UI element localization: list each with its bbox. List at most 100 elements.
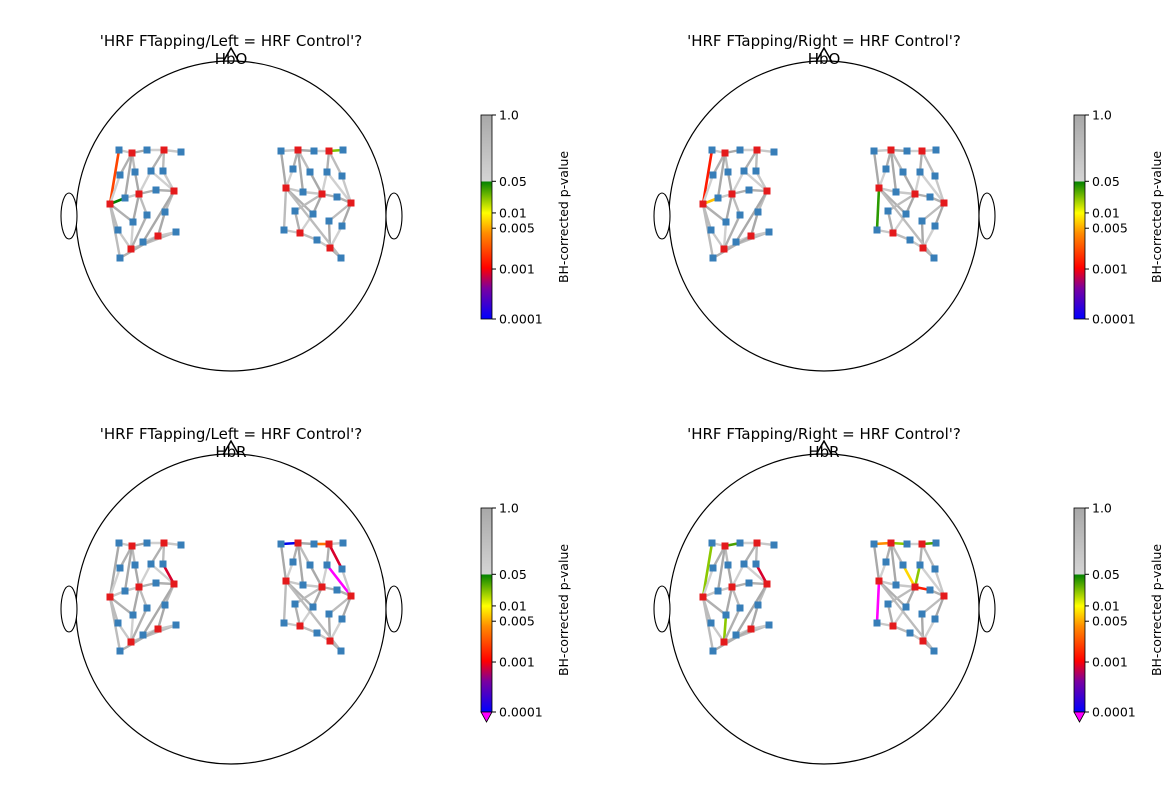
source-R-5 [347,592,355,600]
detector-L-15 [765,621,773,629]
detector-R-7 [338,565,346,573]
colorbar-tick-label: 0.0001 [1092,312,1136,327]
detector-L-6 [740,560,748,568]
detector-R-4 [289,558,297,566]
colorbar-tick-label: 0.01 [499,205,527,220]
source-R-4 [318,583,326,591]
source-L-6 [720,638,728,646]
channel-R-S5-D12 [921,595,945,615]
source-R-6 [889,229,897,237]
source-L-7 [154,232,162,240]
panel-title: 'HRF FTapping/Left = HRF Control'? [100,425,362,443]
detector-R-16 [337,254,345,262]
detector-R-16 [930,647,938,655]
channel-R-S2-D7 [920,543,937,570]
colorbar-tick-label: 0.0001 [1092,705,1136,720]
colorbar-tick-label: 0.001 [499,655,535,670]
detector-L-5 [131,168,139,176]
channel-L-S3-D1 [108,542,121,598]
detector-L-8 [714,194,722,202]
colorbar-tick-label: 1.0 [499,501,519,516]
channel-L-S3-D11 [109,203,134,223]
detector-R-11 [902,210,910,218]
detector-L-7 [159,560,167,568]
detector-R-13 [873,226,881,234]
colorbar-extend-min [480,711,493,723]
source-L-4 [135,583,143,591]
detector-L-11 [129,218,137,226]
detector-L-1 [115,146,123,154]
detector-R-14 [338,615,346,623]
detector-L-9 [152,579,160,587]
detector-L-16 [709,254,717,262]
detector-R-4 [289,165,297,173]
channel-L-S1-D8 [123,545,134,592]
detector-R-12 [918,217,926,225]
channel-L-S3-D4 [701,567,715,598]
channel-R-S4-D6 [320,171,329,195]
colorbar: 1.0 0.05 0.010.005 0.001 0.0001 BH-corrected … [480,108,571,327]
channel-L-S6-D10 [129,214,149,250]
detector-L-2 [143,539,151,547]
channel-R-S3-D13 [875,580,881,624]
source-R-2 [325,147,333,155]
channel-R-S4-D10 [294,585,323,606]
detector-L-1 [708,146,716,154]
source-R-2 [918,540,926,548]
detector-L-7 [159,167,167,175]
right-ear-icon [385,192,403,240]
colorbar-label: BH-corrected p-value [1149,544,1164,676]
channel-R-S1-D8 [889,149,898,193]
colorbar-tick-label: 0.005 [1092,221,1128,236]
channel-R-S4-D6 [913,564,922,588]
detector-L-3 [177,541,185,549]
detector-R-3 [932,146,940,154]
detector-R-15 [906,629,914,637]
channel-R-S2-D7 [920,150,937,177]
colorbar-tick-label: 0.01 [1092,205,1120,220]
detector-L-12 [754,208,762,216]
detector-L-7 [752,560,760,568]
detector-L-13 [707,619,715,627]
detector-R-5 [306,561,314,569]
source-L-4 [728,583,736,591]
channel-R-S1-D5 [889,149,905,173]
channel-R-S3-D13 [282,187,288,231]
panel-subtitle: HbO [215,50,248,68]
detector-L-4 [709,564,717,572]
channel-R-S3-D13 [875,187,881,231]
channel-L-S1-D8 [716,545,727,592]
detector-L-15 [172,621,180,629]
source-R-4 [911,583,919,591]
source-L-4 [135,190,143,198]
source-R-6 [296,229,304,237]
detector-R-6 [323,168,331,176]
detector-L-2 [736,146,744,154]
left-ear-icon [653,192,671,240]
channel-L-S3-D11 [702,596,727,616]
source-L-2 [160,539,168,547]
source-R-2 [325,540,333,548]
colorbar-tick-label: 0.005 [499,614,535,629]
channel-L-S4-D6 [137,170,153,195]
detector-L-14 [139,238,147,246]
channel-R-S7-D14 [328,618,344,642]
left-ear-icon [60,585,78,633]
nose-icon [222,439,240,456]
channel-L-S7-D12 [156,604,167,630]
detector-L-13 [707,226,715,234]
detector-R-4 [882,165,890,173]
channel-L-S4-D6 [137,563,153,588]
detector-R-3 [339,146,347,154]
detector-R-8 [299,581,307,589]
channel-L-S1-D8 [716,152,727,199]
channel-R-S3-D1 [279,543,288,582]
source-R-7 [919,244,927,252]
channel-L-S4-D11 [724,586,734,616]
source-R-3 [875,184,883,192]
detector-L-6 [147,560,155,568]
source-L-3 [699,593,707,601]
detector-R-3 [339,539,347,547]
source-L-6 [127,638,135,646]
